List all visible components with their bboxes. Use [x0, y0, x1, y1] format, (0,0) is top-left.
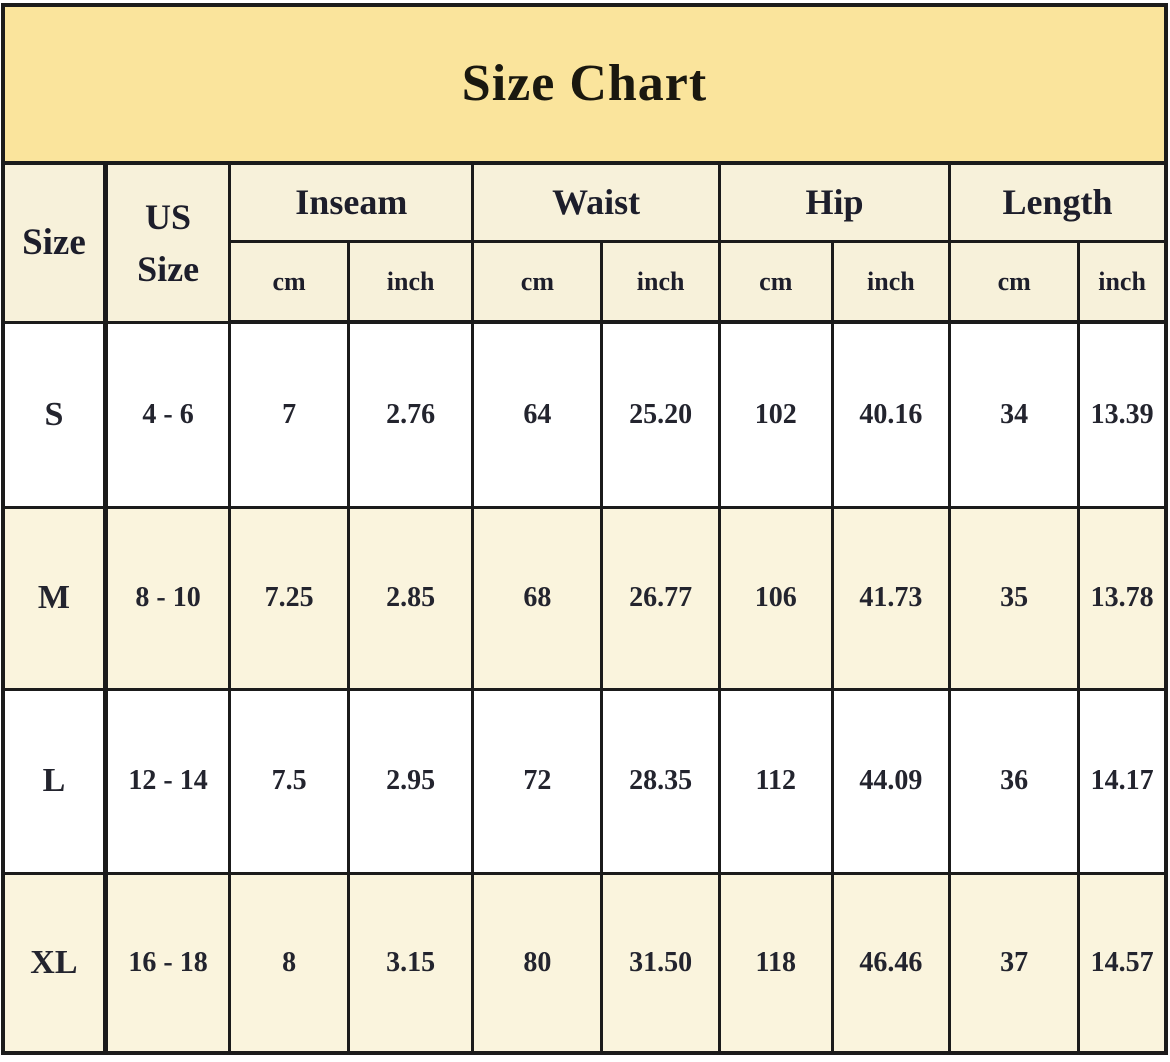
inseam-inch-value: 2.95: [346, 687, 475, 875]
inseam-cm-value: 8: [228, 871, 350, 1055]
table-row-m: M 8 - 10 7.25 2.85 68 26.77 106 41.73 35…: [1, 505, 1168, 691]
length-cm-value: 36: [948, 687, 1081, 875]
hip-cm-value: 118: [717, 871, 834, 1055]
hip-inch-value: 41.73: [830, 505, 952, 691]
column-header-waist: Waist: [471, 161, 721, 243]
us-size-value: 4 - 6: [103, 320, 232, 509]
waist-inch-value: 31.50: [600, 871, 721, 1055]
hip-inch-value: 46.46: [830, 871, 952, 1055]
inseam-cm-value: 7.5: [228, 687, 350, 875]
unit-header-length-cm: cm: [948, 239, 1081, 325]
table-row-xl: XL 16 - 18 8 3.15 80 31.50 118 46.46 37 …: [1, 871, 1168, 1055]
column-header-us-size: US Size: [103, 161, 232, 324]
length-cm-value: 34: [948, 320, 1081, 509]
waist-inch-value: 25.20: [600, 320, 721, 509]
waist-cm-value: 80: [471, 871, 604, 1055]
column-header-hip: Hip: [717, 161, 952, 243]
column-header-length: Length: [948, 161, 1168, 243]
length-cm-value: 37: [948, 871, 1081, 1055]
unit-header-waist-inch: inch: [600, 239, 721, 325]
inseam-inch-value: 2.76: [346, 320, 475, 509]
length-inch-value: 13.78: [1077, 505, 1168, 691]
column-header-size: Size: [1, 161, 108, 324]
waist-inch-value: 28.35: [600, 687, 721, 875]
length-inch-value: 14.17: [1077, 687, 1168, 875]
unit-header-waist-cm: cm: [471, 239, 604, 325]
waist-cm-value: 72: [471, 687, 604, 875]
us-size-value: 16 - 18: [103, 871, 232, 1055]
inseam-cm-value: 7: [228, 320, 350, 509]
header-group-row: Size US Size Inseam Waist Hip Length: [1, 161, 1168, 324]
hip-inch-value: 44.09: [830, 687, 952, 875]
unit-header-inseam-inch: inch: [346, 239, 475, 325]
table-row-l: L 12 - 14 7.5 2.95 72 28.35 112 44.09 36…: [1, 687, 1168, 875]
unit-header-hip-cm: cm: [717, 239, 834, 325]
hip-cm-value: 106: [717, 505, 834, 691]
title-row: Size Chart: [1, 3, 1168, 165]
waist-cm-value: 68: [471, 505, 604, 691]
size-label: S: [1, 320, 108, 509]
column-header-inseam: Inseam: [228, 161, 475, 243]
unit-header-hip-inch: inch: [830, 239, 952, 325]
waist-inch-value: 26.77: [600, 505, 721, 691]
us-size-value: 12 - 14: [103, 687, 232, 875]
size-chart-table: Size Chart Size US Size Inseam Waist Hip…: [1, 3, 1168, 1055]
us-size-header-line2: Size: [137, 248, 200, 289]
size-label: XL: [1, 871, 108, 1055]
length-cm-value: 35: [948, 505, 1081, 691]
hip-inch-value: 40.16: [830, 320, 952, 509]
size-label: M: [1, 505, 108, 691]
length-inch-value: 14.57: [1077, 871, 1168, 1055]
unit-header-inseam-cm: cm: [228, 239, 350, 325]
inseam-cm-value: 7.25: [228, 505, 350, 691]
header-unit-row: cm inch cm inch cm inch cm inch: [3, 239, 1168, 325]
hip-cm-value: 102: [717, 320, 834, 509]
us-size-value: 8 - 10: [103, 505, 232, 691]
inseam-inch-value: 3.15: [346, 871, 475, 1055]
inseam-inch-value: 2.85: [346, 505, 475, 691]
size-label: L: [1, 687, 108, 875]
unit-header-length-inch: inch: [1077, 239, 1168, 325]
hip-cm-value: 112: [717, 687, 834, 875]
page-title: Size Chart: [1, 3, 1168, 165]
us-size-header-line1: US: [145, 196, 192, 237]
waist-cm-value: 64: [471, 320, 604, 509]
length-inch-value: 13.39: [1077, 320, 1168, 509]
table-row-s: S 4 - 6 7 2.76 64 25.20 102 40.16 34 13.…: [1, 320, 1168, 509]
